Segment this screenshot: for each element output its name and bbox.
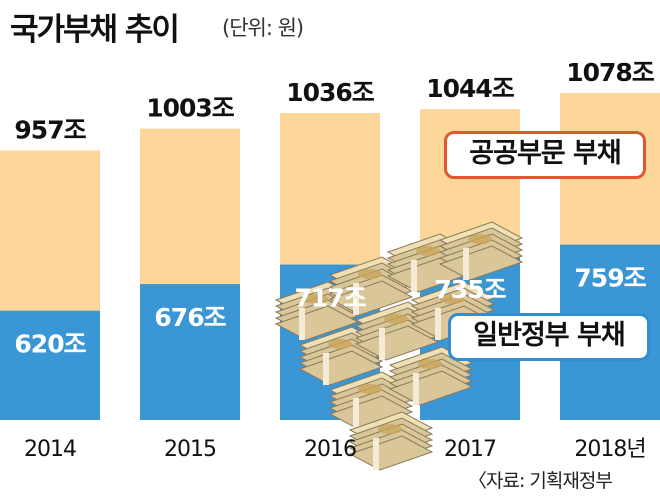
- total-value-label: 1044조: [426, 74, 515, 103]
- banknote-portrait: [384, 314, 408, 324]
- total-value-label: 1036조: [286, 78, 375, 107]
- general-government-bar: [140, 284, 240, 420]
- banknote-stack: [438, 221, 524, 281]
- banknote-portrait: [418, 359, 442, 369]
- banknote-portrait: [358, 269, 382, 279]
- general-value-label: 759조: [574, 264, 646, 293]
- x-tick-label: 2016: [304, 437, 356, 462]
- chart-title: 국가부채 추이: [10, 12, 180, 48]
- banknote: [388, 370, 474, 406]
- x-tick-label: 2014: [24, 437, 76, 462]
- x-tick-label: 2017: [444, 437, 496, 462]
- banknote-stack: [348, 411, 434, 471]
- unit-label: (단위: 원): [222, 16, 304, 40]
- banknote: [274, 305, 360, 341]
- banknote-portrait: [328, 339, 352, 349]
- value-labels: 957조 620조 1003조 676조 1036조 717조 1044조 735조 1078조…: [14, 58, 655, 359]
- banknote-portrait: [440, 294, 464, 304]
- banknote: [354, 325, 440, 361]
- banknote-stack: [354, 301, 440, 361]
- total-value-label: 957조: [14, 116, 86, 145]
- banknote-portrait: [468, 234, 492, 244]
- legend-public-sector-debt: 공공부문 부채: [444, 131, 646, 179]
- banknote: [438, 245, 524, 281]
- general-value-label: 676조: [154, 303, 226, 332]
- banknote: [348, 435, 434, 471]
- x-tick-label: 2015: [164, 437, 216, 462]
- general-value-label: 620조: [14, 330, 86, 359]
- x-tick-labels: 2014 2015 2016 2017 2018년: [24, 437, 647, 462]
- banknote-portrait: [378, 424, 402, 434]
- general-value-label: 735조: [434, 275, 506, 304]
- banknote: [298, 350, 384, 386]
- general-government-bar: [0, 310, 100, 420]
- legend-general-government-debt: 일반정부 부채: [448, 313, 650, 361]
- banknote: [328, 395, 414, 431]
- banknote-stack: [298, 326, 384, 386]
- banknote-portrait: [416, 246, 440, 256]
- source-note: 〈자료: 기획재정부: [468, 470, 613, 492]
- banknote-portrait: [358, 384, 382, 394]
- banknote: [328, 280, 414, 316]
- banknote-stack: [328, 371, 414, 431]
- total-value-label: 1003조: [146, 94, 235, 123]
- total-value-label: 1078조: [566, 58, 655, 87]
- general-value-label: 717조: [294, 284, 366, 313]
- x-tick-label: 2018년: [574, 437, 645, 462]
- banknote-portrait: [304, 294, 328, 304]
